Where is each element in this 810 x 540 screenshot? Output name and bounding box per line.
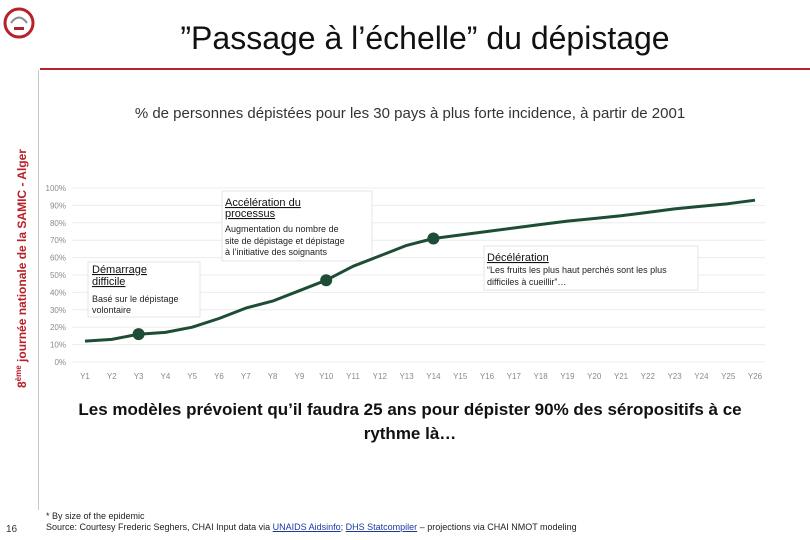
series-line xyxy=(84,198,756,343)
y-tick-label: 10% xyxy=(50,341,66,350)
x-tick-label: Y10 xyxy=(319,372,334,381)
x-tick-label: Y23 xyxy=(667,372,682,381)
sidebar-divider xyxy=(38,70,39,510)
x-tick-label: Y26 xyxy=(748,372,763,381)
unaids-link[interactable]: UNAIDS Aidsinfo xyxy=(272,522,341,532)
x-tick-label: Y12 xyxy=(373,372,388,381)
y-tick-label: 80% xyxy=(50,219,66,228)
annotation-title-start: Démarrage difficile xyxy=(92,264,147,288)
footnote: * By size of the epidemic Source: Courte… xyxy=(46,511,806,533)
y-tick-label: 60% xyxy=(50,254,66,263)
chart-grid xyxy=(72,187,765,363)
milestone-marker xyxy=(132,328,145,341)
title-underline xyxy=(40,68,810,70)
x-tick-label: Y19 xyxy=(560,372,575,381)
corevih-logo xyxy=(3,7,35,39)
y-tick-label: 20% xyxy=(50,323,66,332)
annotation-text-start: Basé sur le dépistage volontaire xyxy=(92,294,179,315)
annotation-text-decel: “Les fruits les plus haut perchés sont l… xyxy=(487,265,667,287)
x-tick-label: Y22 xyxy=(641,372,656,381)
x-tick-label: Y8 xyxy=(268,372,278,381)
sidebar xyxy=(0,0,38,540)
annotation-title-accel: Accélération du processus xyxy=(225,197,301,220)
x-tick-label: Y15 xyxy=(453,372,468,381)
milestone-marker xyxy=(320,274,333,287)
y-axis-ticks: 0% 10% 20% 30% 40% 50% 60% 70% 80% 90% 100% xyxy=(46,184,66,367)
footnote-line-2: Source: Courtesy Frederic Seghers, CHAI … xyxy=(46,522,577,532)
annotation-title-decel: Décélération xyxy=(487,252,549,264)
y-tick-label: 30% xyxy=(50,306,66,315)
x-tick-label: Y11 xyxy=(346,372,360,381)
milestone-marker xyxy=(427,232,440,245)
x-tick-label: Y17 xyxy=(507,372,522,381)
y-tick-label: 70% xyxy=(50,236,66,245)
chart-subtitle: % de personnes dépistées pour les 30 pay… xyxy=(134,105,686,122)
x-tick-label: Y20 xyxy=(587,372,602,381)
x-tick-label: Y4 xyxy=(161,372,171,381)
x-tick-label: Y1 xyxy=(80,372,90,381)
y-tick-label: 0% xyxy=(54,358,66,367)
x-axis-ticks: Y1 Y2 Y3 Y4 Y5 Y6 Y7 Y8 Y9 Y10 Y11 Y12 Y13 Y14 Y15 Y16 Y… xyxy=(80,372,763,381)
x-tick-label: Y13 xyxy=(399,372,414,381)
x-tick-label: Y9 xyxy=(295,372,305,381)
page-number: 16 xyxy=(6,524,18,535)
x-tick-label: Y25 xyxy=(721,372,736,381)
y-tick-label: 90% xyxy=(50,201,66,210)
conclusion-text: Les modèles prévoient qu’il faudra 25 an… xyxy=(78,400,742,443)
y-tick-label: 40% xyxy=(50,288,66,297)
x-tick-label: Y21 xyxy=(614,372,629,381)
x-tick-label: Y6 xyxy=(214,372,224,381)
x-tick-label: Y24 xyxy=(694,372,709,381)
slide-title: ”Passage à l’échelle” du dépistage xyxy=(180,20,670,56)
y-tick-label: 50% xyxy=(50,271,66,280)
x-tick-label: Y5 xyxy=(187,372,197,381)
x-tick-label: Y16 xyxy=(480,372,495,381)
series-markers xyxy=(132,232,440,341)
dhs-link[interactable]: DHS Statcompiler xyxy=(345,522,418,532)
x-tick-label: Y3 xyxy=(134,372,144,381)
annotation-box-accel xyxy=(221,190,373,262)
x-tick-label: Y2 xyxy=(107,372,117,381)
footnote-line-1: * By size of the epidemic xyxy=(46,511,145,521)
annotation-box-decel xyxy=(483,245,699,291)
annotations: Démarrage difficile Basé sur le dépistage… xyxy=(87,190,699,318)
y-tick-label: 100% xyxy=(46,184,66,193)
x-tick-label: Y18 xyxy=(533,372,548,381)
x-tick-label: Y14 xyxy=(426,372,441,381)
annotation-box-start xyxy=(87,261,201,318)
x-tick-label: Y7 xyxy=(241,372,251,381)
annotation-text-accel: Augmentation du nombre de site de dépista… xyxy=(225,224,345,257)
